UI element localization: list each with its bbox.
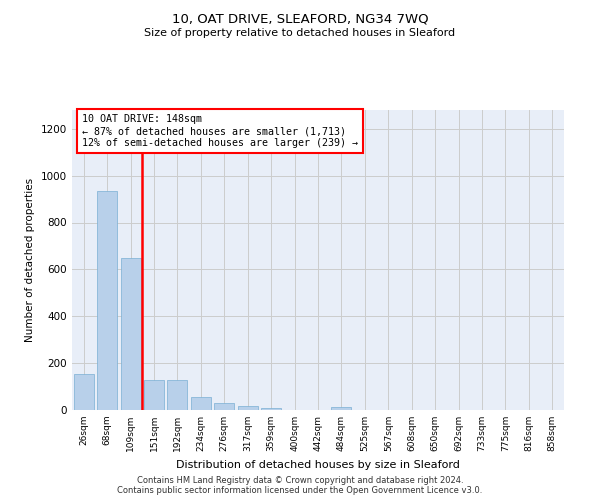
Bar	[238, 406, 257, 410]
Text: Size of property relative to detached houses in Sleaford: Size of property relative to detached ho…	[145, 28, 455, 38]
Bar	[74, 374, 94, 410]
Bar	[331, 407, 352, 410]
Bar	[144, 380, 164, 410]
Bar	[97, 191, 117, 410]
Text: Contains HM Land Registry data © Crown copyright and database right 2024.: Contains HM Land Registry data © Crown c…	[137, 476, 463, 485]
Text: Contains public sector information licensed under the Open Government Licence v3: Contains public sector information licen…	[118, 486, 482, 495]
Y-axis label: Number of detached properties: Number of detached properties	[25, 178, 35, 342]
Bar	[167, 380, 187, 410]
Bar	[191, 396, 211, 410]
Text: 10, OAT DRIVE, SLEAFORD, NG34 7WQ: 10, OAT DRIVE, SLEAFORD, NG34 7WQ	[172, 12, 428, 26]
Bar	[261, 408, 281, 410]
Bar	[214, 403, 234, 410]
Text: 10 OAT DRIVE: 148sqm
← 87% of detached houses are smaller (1,713)
12% of semi-de: 10 OAT DRIVE: 148sqm ← 87% of detached h…	[82, 114, 358, 148]
X-axis label: Distribution of detached houses by size in Sleaford: Distribution of detached houses by size …	[176, 460, 460, 469]
Bar	[121, 258, 140, 410]
